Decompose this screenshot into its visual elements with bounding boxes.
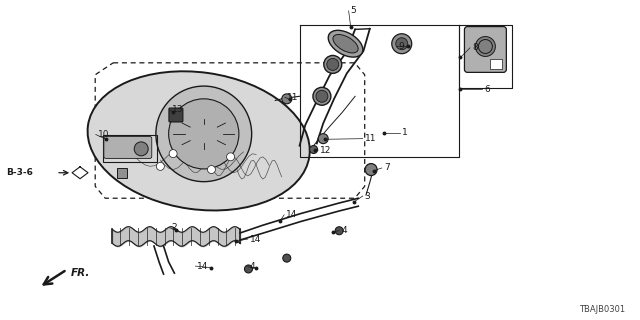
- Text: 7: 7: [384, 164, 390, 172]
- Circle shape: [282, 94, 292, 104]
- Text: 3: 3: [365, 191, 371, 201]
- Ellipse shape: [88, 71, 310, 211]
- FancyBboxPatch shape: [104, 137, 152, 158]
- Circle shape: [244, 265, 252, 273]
- Text: FR.: FR.: [71, 268, 90, 277]
- Circle shape: [316, 90, 328, 102]
- Circle shape: [156, 162, 164, 170]
- Circle shape: [169, 150, 177, 158]
- Text: 9: 9: [398, 42, 404, 51]
- Circle shape: [392, 34, 412, 54]
- Circle shape: [134, 142, 148, 156]
- Circle shape: [476, 36, 495, 56]
- Circle shape: [396, 38, 408, 50]
- Text: 14: 14: [197, 261, 209, 271]
- Ellipse shape: [333, 35, 358, 53]
- Text: 1: 1: [402, 128, 408, 137]
- Circle shape: [479, 40, 492, 53]
- Circle shape: [327, 59, 339, 70]
- Text: 8: 8: [472, 43, 477, 52]
- Ellipse shape: [328, 30, 363, 57]
- Circle shape: [310, 146, 317, 154]
- Circle shape: [318, 134, 328, 144]
- Text: 11: 11: [365, 134, 376, 143]
- Circle shape: [156, 86, 252, 182]
- Text: B-3-6: B-3-6: [6, 168, 33, 177]
- Text: 14: 14: [250, 235, 261, 244]
- Text: TBAJB0301: TBAJB0301: [579, 305, 625, 314]
- Text: 11: 11: [287, 93, 298, 102]
- Circle shape: [324, 55, 342, 73]
- Text: 6: 6: [484, 85, 490, 94]
- Text: 5: 5: [351, 6, 356, 15]
- Circle shape: [335, 227, 343, 235]
- Bar: [117, 168, 127, 178]
- Text: 2: 2: [172, 223, 177, 232]
- Bar: [103, 134, 157, 162]
- FancyBboxPatch shape: [169, 108, 183, 122]
- Text: 10: 10: [98, 130, 109, 139]
- Circle shape: [227, 153, 235, 161]
- Text: 4: 4: [250, 262, 255, 271]
- Circle shape: [313, 87, 331, 105]
- Circle shape: [207, 165, 216, 173]
- Text: 12: 12: [320, 146, 332, 155]
- Text: 13: 13: [172, 106, 183, 115]
- FancyBboxPatch shape: [465, 27, 506, 72]
- Circle shape: [169, 99, 239, 169]
- Text: 14: 14: [286, 210, 298, 219]
- Circle shape: [283, 254, 291, 262]
- Bar: [490, 60, 502, 69]
- Circle shape: [365, 164, 377, 176]
- Text: 4: 4: [341, 226, 347, 235]
